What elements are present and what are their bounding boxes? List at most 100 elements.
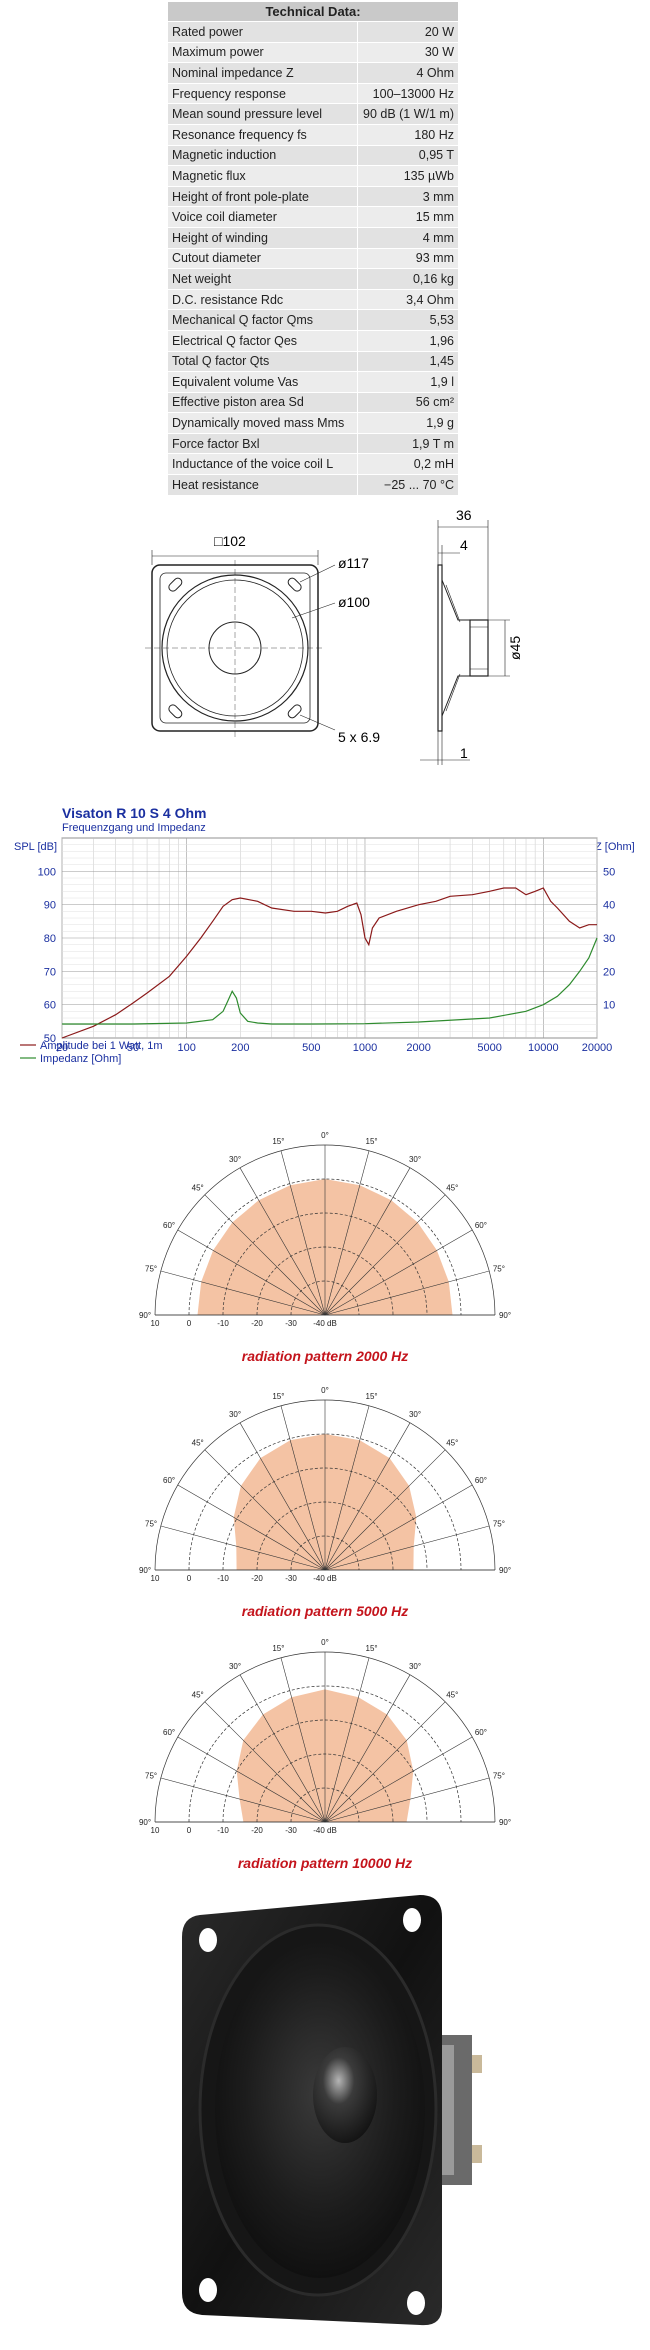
polar-r-label: 10	[151, 1826, 160, 1835]
y2-axis-label: Z [Ohm]	[595, 841, 635, 853]
polar-angle-label: 45°	[192, 1184, 204, 1193]
y2-tick-label: 10	[603, 1000, 615, 1012]
polar-spoke	[177, 1736, 326, 1823]
polar-spoke	[324, 1405, 370, 1571]
row-label: Magnetic induction	[168, 144, 358, 166]
table-row: Force factor Bxl 1,9 T m	[168, 432, 458, 454]
polar-chart-5000: 0°15°15°30°30°45°45°60°60°75°75°90°90°10…	[139, 1386, 511, 1583]
polar-chart-10000: 0°15°15°30°30°45°45°60°60°75°75°90°90°10…	[139, 1638, 511, 1835]
row-value: 3,4 Ohm	[357, 288, 458, 310]
table-row: Effective piston area Sd 56 cm²	[168, 391, 458, 413]
row-value: 3 mm	[357, 185, 458, 207]
series-impedance	[62, 937, 598, 1025]
polar-spoke	[324, 1167, 411, 1316]
row-value: 135 µWb	[357, 165, 458, 187]
row-label: Inductance of the voice coil L	[168, 453, 358, 475]
polar-angle-label: 30°	[409, 1410, 421, 1419]
row-label: Mechanical Q factor Qms	[168, 309, 358, 331]
x-tick-label: 2000	[406, 1042, 430, 1054]
polar-angle-label: 30°	[229, 1410, 241, 1419]
polar-spoke	[204, 1701, 326, 1823]
dimension-drawing: □102 ø117 ø100 5 x 6.9 36 4 ø45 1	[145, 507, 523, 765]
polar-spoke	[324, 1525, 490, 1571]
polar-angle-label: 75°	[493, 1264, 505, 1273]
polar-spoke	[280, 1150, 326, 1316]
dim-holes-label: 5 x 6.9	[338, 729, 380, 745]
polar-angle-label: 30°	[229, 1155, 241, 1164]
polar-angle-label: 0°	[321, 1386, 329, 1395]
y-tick-label: 60	[44, 1000, 56, 1012]
x-tick-label: 1000	[353, 1042, 377, 1054]
polar-caption-5000: radiation pattern 5000 Hz	[241, 1603, 409, 1619]
row-label: Force factor Bxl	[168, 432, 358, 454]
table-row: Maximum power 30 W	[168, 41, 458, 63]
polar-angle-label: 60°	[475, 1221, 487, 1230]
table-row: Net weight 0,16 kg	[168, 268, 458, 290]
polar-spoke	[324, 1194, 446, 1316]
polar-spoke	[324, 1674, 411, 1823]
polar-angle-label: 0°	[321, 1638, 329, 1647]
table-row: Dynamically moved mass Mms 1,9 g	[168, 412, 458, 434]
y2-tick-label: 30	[603, 933, 615, 945]
polar-r-label: -20	[251, 1574, 263, 1583]
row-value: 90 dB (1 W/1 m)	[357, 103, 458, 125]
x-tick-label: 5000	[477, 1042, 501, 1054]
polar-ring	[290, 1535, 360, 1571]
dim-117-label: ø117	[338, 555, 369, 571]
row-value: 93 mm	[357, 247, 458, 269]
table-row: Rated power 20 W	[168, 21, 458, 43]
row-label: Height of winding	[168, 226, 358, 249]
polar-angle-label: 45°	[446, 1439, 458, 1448]
polar-spoke	[160, 1525, 326, 1571]
polar-angle-label: 15°	[366, 1644, 378, 1653]
polar-angle-label: 60°	[475, 1476, 487, 1485]
polar-spoke	[239, 1167, 326, 1316]
polar-angle-label: 60°	[163, 1476, 175, 1485]
chart-subtitle: Frequenzgang und Impedanz	[62, 822, 206, 834]
polar-r-label: 10	[151, 1319, 160, 1328]
chart-legend: Amplitude bei 1 Watt, 1m Impedanz [Ohm]	[20, 1040, 162, 1065]
x-tick-label: 50	[127, 1042, 139, 1054]
polar-angle-label: 90°	[499, 1818, 511, 1827]
dim-45-label: ø45	[507, 636, 523, 660]
row-label: Dynamically moved mass Mms	[168, 412, 358, 434]
row-label: Equivalent volume Vas	[168, 371, 358, 393]
series-amplitude	[61, 887, 597, 1039]
polar-r-label: 0	[187, 1826, 192, 1835]
polar-spoke	[177, 1484, 326, 1571]
polar-spoke	[204, 1194, 326, 1316]
polar-angle-label: 15°	[366, 1137, 378, 1146]
polar-ring	[188, 1433, 462, 1571]
polar-angle-label: 30°	[229, 1662, 241, 1671]
row-label: Frequency response	[168, 82, 358, 104]
chart-title: Visaton R 10 S 4 Ohm	[62, 805, 206, 821]
polar-ring	[290, 1787, 360, 1823]
side-view	[420, 520, 510, 765]
dim-square-label: □102	[214, 533, 246, 549]
dim-depth-label: 36	[456, 507, 472, 523]
polar-spoke	[160, 1270, 326, 1316]
dim-thickness-label: 1	[460, 745, 468, 761]
polar-spoke	[239, 1422, 326, 1571]
row-label: Rated power	[168, 21, 358, 43]
polar-spoke	[324, 1657, 370, 1823]
x-tick-label: 500	[302, 1042, 320, 1054]
polar-spoke	[324, 1270, 490, 1316]
row-label: Effective piston area Sd	[168, 391, 358, 413]
polar-spoke	[324, 1701, 446, 1823]
row-value: 4 Ohm	[357, 62, 458, 84]
row-label: Resonance frequency fs	[168, 123, 358, 146]
table-row: Height of winding 4 mm	[168, 226, 458, 249]
polar-spoke	[280, 1657, 326, 1823]
polar-spoke	[324, 1422, 411, 1571]
y-tick-label: 90	[44, 900, 56, 912]
front-view	[145, 550, 336, 740]
polar-angle-label: 75°	[145, 1519, 157, 1528]
polar-angle-label: 90°	[139, 1566, 151, 1575]
polar-angle-label: 60°	[163, 1221, 175, 1230]
row-label: Electrical Q factor Qes	[168, 329, 358, 351]
polar-angle-label: 45°	[446, 1691, 458, 1700]
polar-r-label: 0	[187, 1319, 192, 1328]
polar-angle-label: 45°	[192, 1439, 204, 1448]
